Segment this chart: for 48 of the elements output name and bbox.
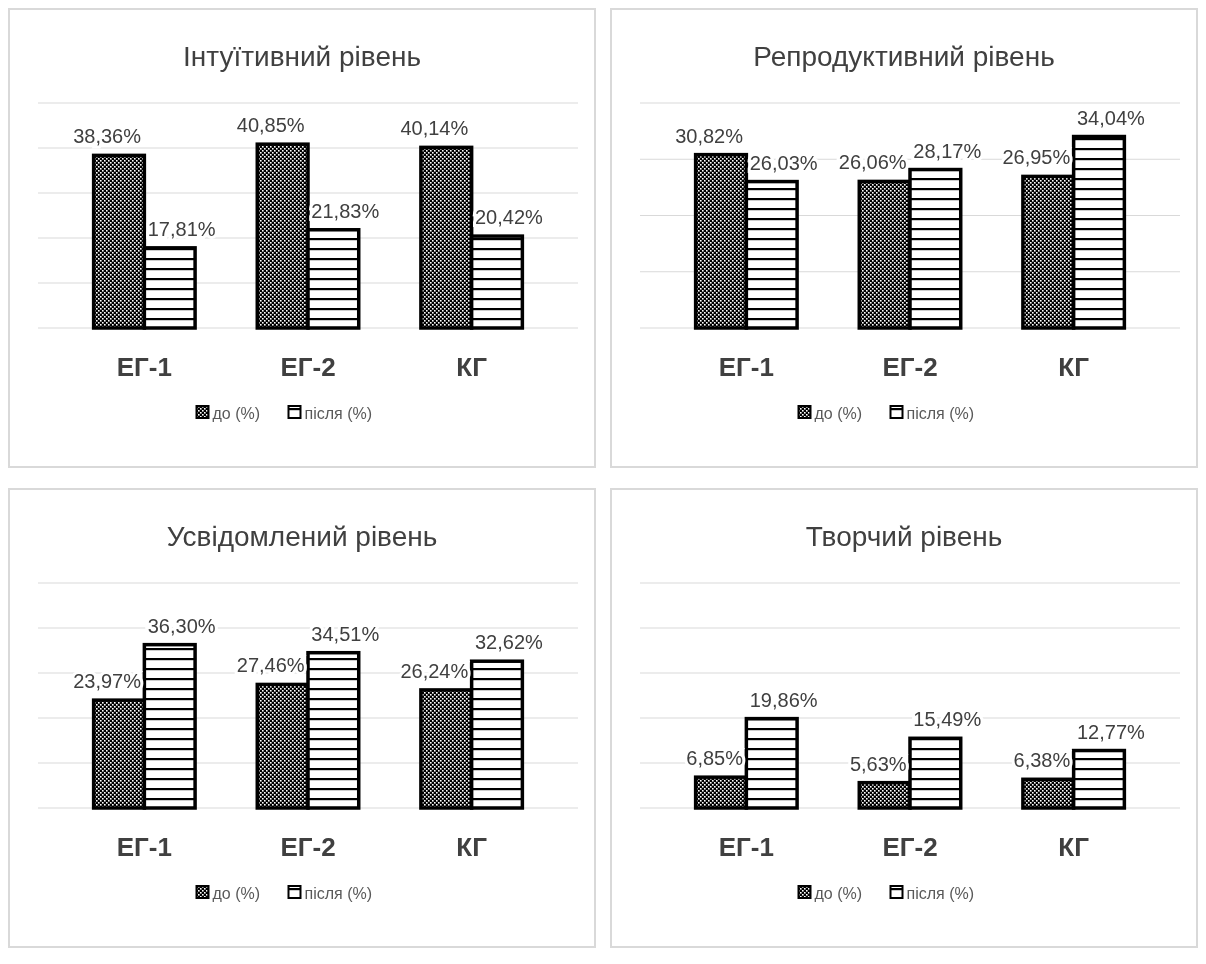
x-tick-label: ЕГ-1: [718, 832, 774, 862]
legend-label: після (%): [906, 404, 975, 422]
legend-label: після (%): [906, 884, 975, 902]
x-tick-label: КГ: [1058, 352, 1090, 382]
data-label: 21,83%: [311, 199, 380, 222]
x-tick-label: ЕГ-1: [116, 832, 172, 862]
legend-label: після (%): [304, 404, 373, 422]
data-label: 26,24%: [400, 659, 469, 682]
data-label: 38,36%: [73, 125, 142, 148]
data-label: 36,30%: [147, 614, 216, 637]
data-label: 5,63%: [849, 752, 907, 775]
x-tick-label: ЕГ-2: [882, 832, 938, 862]
legend-label: до (%): [212, 884, 261, 902]
legend-label: після (%): [304, 884, 373, 902]
x-tick-label: ЕГ-2: [280, 352, 336, 382]
data-label: 26,06%: [838, 151, 907, 174]
data-label: 28,17%: [913, 139, 982, 162]
x-tick-label: ЕГ-1: [718, 352, 774, 382]
data-label: 23,97%: [73, 670, 142, 693]
data-label: 34,04%: [1077, 106, 1146, 129]
data-label: 6,38%: [1013, 749, 1071, 772]
chart-title: Репродуктивний рівень: [753, 41, 1055, 72]
data-label: 15,49%: [913, 708, 982, 731]
x-tick-label: ЕГ-1: [116, 352, 172, 382]
chart-title: Інтуїтивний рівень: [183, 41, 421, 72]
x-tick-label: КГ: [1058, 832, 1090, 862]
data-label: 20,42%: [475, 206, 544, 229]
data-label: 26,03%: [749, 151, 818, 174]
data-label: 6,85%: [686, 747, 744, 770]
chart-title: Творчий рівень: [805, 521, 1003, 552]
legend-label: до (%): [814, 884, 863, 902]
data-label: 40,85%: [236, 114, 305, 137]
chart-title: Усвідомлений рівень: [166, 521, 438, 552]
data-label: 27,46%: [236, 654, 305, 677]
x-tick-label: КГ: [456, 832, 488, 862]
data-label: 12,77%: [1077, 720, 1146, 743]
legend-label: до (%): [212, 404, 261, 422]
data-label: 19,86%: [749, 688, 818, 711]
data-label: 32,62%: [475, 631, 544, 654]
x-tick-label: ЕГ-2: [280, 832, 336, 862]
data-label: 26,95%: [1002, 146, 1071, 169]
legend-label: до (%): [814, 404, 863, 422]
x-tick-label: ЕГ-2: [882, 352, 938, 382]
data-label: 40,14%: [400, 117, 469, 140]
x-tick-label: КГ: [456, 352, 488, 382]
data-label: 17,81%: [147, 217, 216, 240]
data-label: 34,51%: [311, 622, 380, 645]
data-label: 30,82%: [675, 124, 744, 147]
